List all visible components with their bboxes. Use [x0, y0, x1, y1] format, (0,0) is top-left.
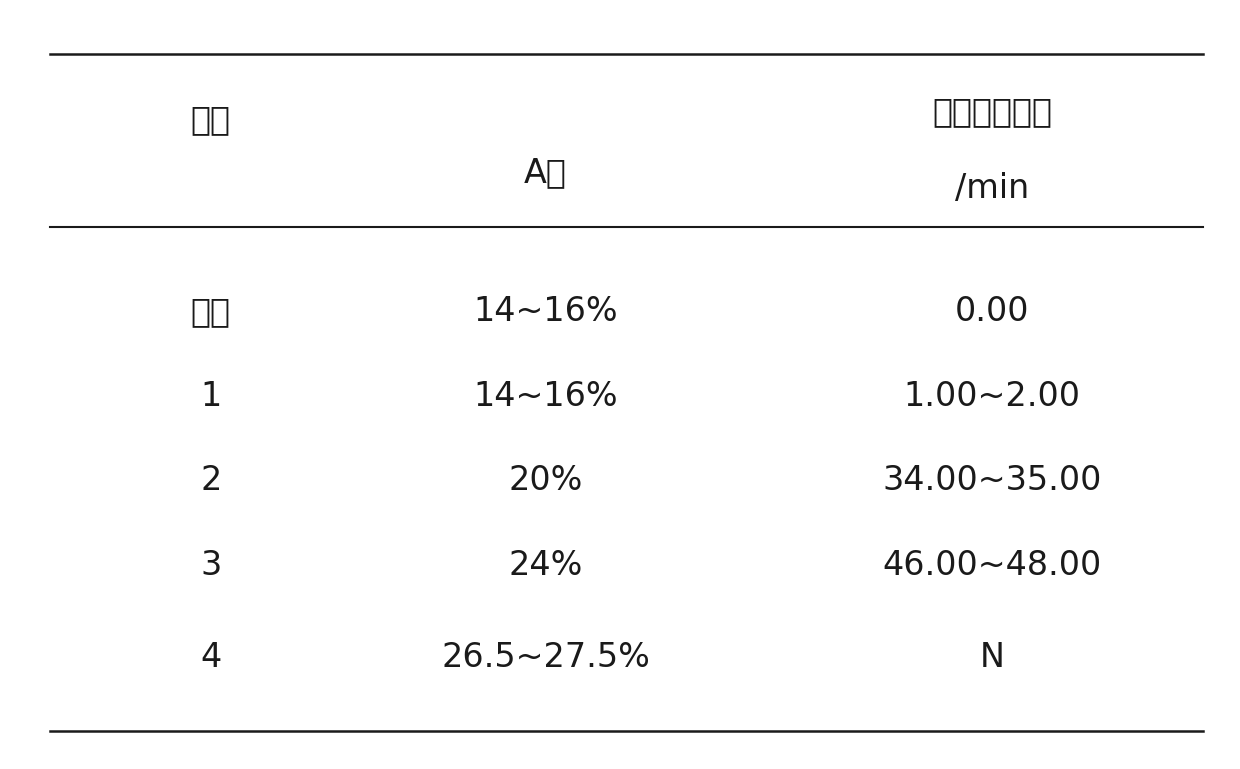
Text: 0.00: 0.00: [955, 295, 1029, 328]
Text: /min: /min: [955, 172, 1029, 205]
Text: A相: A相: [525, 157, 567, 189]
Text: 24%: 24%: [508, 549, 583, 581]
Text: 2: 2: [200, 464, 222, 497]
Text: 初始: 初始: [191, 295, 231, 328]
Text: 梯度洗脱时间: 梯度洗脱时间: [932, 95, 1052, 128]
Text: 1.00~2.00: 1.00~2.00: [904, 380, 1080, 412]
Text: 26.5~27.5%: 26.5~27.5%: [441, 641, 650, 674]
Text: 14~16%: 14~16%: [474, 380, 618, 412]
Text: 14~16%: 14~16%: [474, 295, 618, 328]
Text: N: N: [980, 641, 1004, 674]
Text: 4: 4: [200, 641, 222, 674]
Text: 46.00~48.00: 46.00~48.00: [883, 549, 1101, 581]
Text: 3: 3: [200, 549, 222, 581]
Text: 20%: 20%: [508, 464, 583, 497]
Text: 34.00~35.00: 34.00~35.00: [883, 464, 1101, 497]
Text: 项目: 项目: [191, 103, 231, 135]
Text: 1: 1: [200, 380, 222, 412]
